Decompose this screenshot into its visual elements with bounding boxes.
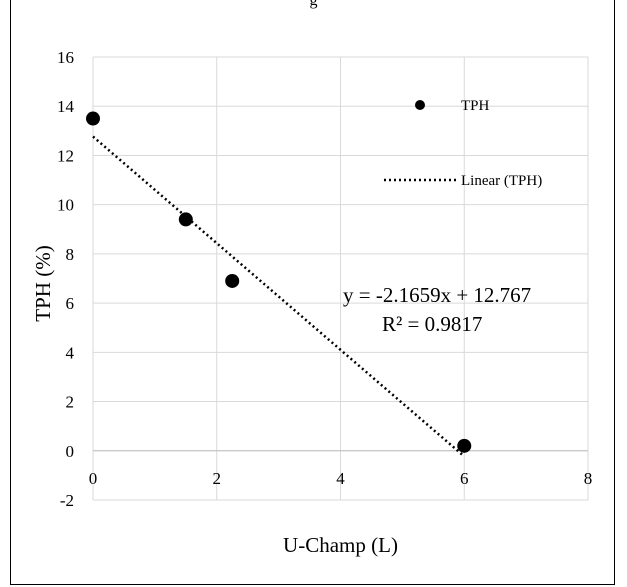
y-tick-label: -2 (60, 491, 74, 510)
data-point (178, 212, 193, 227)
legend-label-tph: TPH (461, 98, 490, 114)
trendline (92, 135, 466, 458)
data-point (457, 438, 472, 453)
points-group (86, 111, 472, 453)
grid (92, 56, 589, 501)
y-tick-label: 10 (57, 196, 74, 215)
x-tick-label: 4 (336, 469, 345, 488)
y-tick-label: 16 (57, 48, 74, 67)
data-point (86, 111, 100, 126)
y-tick-label: 2 (66, 393, 75, 412)
y-tick-label: 8 (66, 245, 75, 264)
chart-frame (10, 0, 615, 585)
legend: TPH Linear (TPH) (384, 98, 542, 189)
x-tick-label: 6 (460, 469, 469, 488)
y-tick-label: 0 (66, 442, 75, 461)
y-axis-label: TPH (%) (31, 245, 55, 321)
tick-labels: -2 0 2 4 6 8 10 12 14 16 0 2 4 6 8 (57, 48, 592, 510)
legend-label-linear: Linear (TPH) (461, 173, 542, 189)
data-point (225, 273, 240, 288)
x-tick-label: 2 (213, 469, 222, 488)
trendline-group (92, 135, 466, 458)
x-tick-label: 8 (584, 469, 593, 488)
trendline-r-squared: R² = 0.9817 (382, 312, 482, 336)
caption-fragment: g (309, 0, 318, 9)
y-tick-label: 14 (57, 97, 75, 116)
legend-marker-tph (415, 100, 425, 110)
trendline-equation: y = -2.1659x + 12.767 (343, 283, 531, 307)
x-tick-label: 0 (89, 469, 98, 488)
y-tick-label: 4 (66, 343, 75, 362)
y-tick-label: 6 (66, 294, 75, 313)
y-tick-label: 12 (57, 146, 74, 165)
x-axis-label: U-Champ (L) (283, 533, 398, 557)
